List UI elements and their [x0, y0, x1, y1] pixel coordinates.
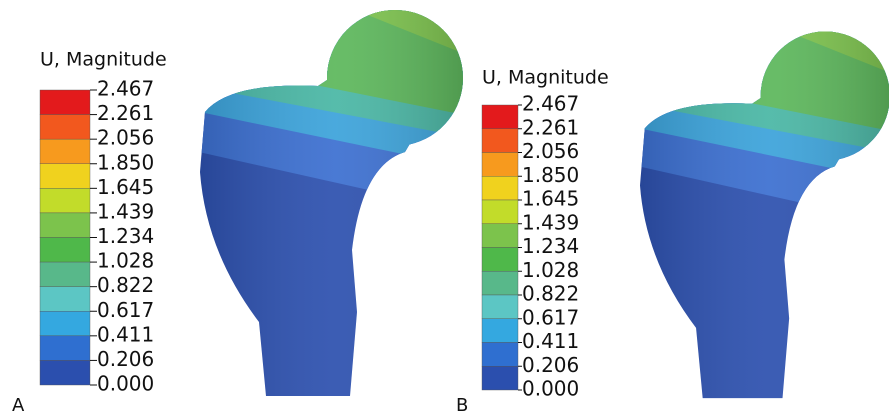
legend-label: 0.411 [522, 329, 579, 353]
legend-title: U, Magnitude [482, 67, 609, 89]
legend-swatch [40, 360, 90, 385]
legend-label: 0.411 [97, 322, 154, 346]
legend-label: 0.206 [97, 347, 154, 371]
legend-label: 0.822 [522, 282, 579, 306]
legend-swatch [40, 115, 90, 140]
legend-label: 0.617 [97, 298, 154, 322]
legend-label: 1.439 [522, 210, 579, 234]
legend-swatch [482, 224, 518, 248]
legend-swatch [40, 262, 90, 287]
legend-swatch [40, 287, 90, 312]
legend-label: 1.850 [522, 163, 579, 187]
legend-swatch [482, 366, 518, 390]
legend-swatch [482, 200, 518, 224]
legend-swatch [482, 295, 518, 319]
legend-swatch [40, 90, 90, 115]
legend-label: 0.617 [522, 305, 579, 329]
legend-label: 0.000 [522, 377, 579, 401]
legend-swatch [40, 213, 90, 238]
legend-label: 2.056 [522, 139, 579, 163]
legend-label: 1.645 [97, 175, 154, 199]
legend-label: 1.439 [97, 199, 154, 223]
legend-swatch [40, 188, 90, 213]
femur-model [631, 22, 889, 412]
legend-swatch [482, 105, 518, 129]
legend-swatch [40, 164, 90, 189]
legend-label: 0.000 [97, 372, 154, 396]
legend-label: 2.467 [522, 92, 579, 116]
legend-swatch [482, 343, 518, 367]
panel-label: B [456, 395, 468, 416]
legend-label: 1.028 [522, 258, 579, 282]
femur-model [190, 0, 480, 410]
legend-label: 1.234 [97, 224, 154, 248]
legend-swatch [482, 153, 518, 177]
legend-label: 0.822 [97, 273, 154, 297]
legend-label: 1.028 [97, 249, 154, 273]
legend-label: 1.645 [522, 187, 579, 211]
legend-label: 0.206 [522, 353, 579, 377]
legend-swatch [482, 129, 518, 153]
legend-swatch [482, 248, 518, 272]
legend-swatch [482, 176, 518, 200]
legend-label: 2.056 [97, 126, 154, 150]
legend-swatch [40, 336, 90, 361]
legend-label: 1.234 [522, 234, 579, 258]
legend-swatch [40, 139, 90, 164]
figure: U, Magnitude2.4672.2612.0561.8501.6451.4… [0, 0, 889, 417]
legend-swatch [40, 311, 90, 336]
legend-swatch [40, 238, 90, 263]
legend-label: 2.261 [522, 115, 579, 139]
legend-swatch [482, 271, 518, 295]
legend-swatch [482, 319, 518, 343]
legend-title: U, Magnitude [40, 49, 167, 71]
legend-label: 2.467 [97, 77, 154, 101]
panel-label: A [12, 395, 25, 416]
legend-label: 1.850 [97, 150, 154, 174]
legend-label: 2.261 [97, 101, 154, 125]
